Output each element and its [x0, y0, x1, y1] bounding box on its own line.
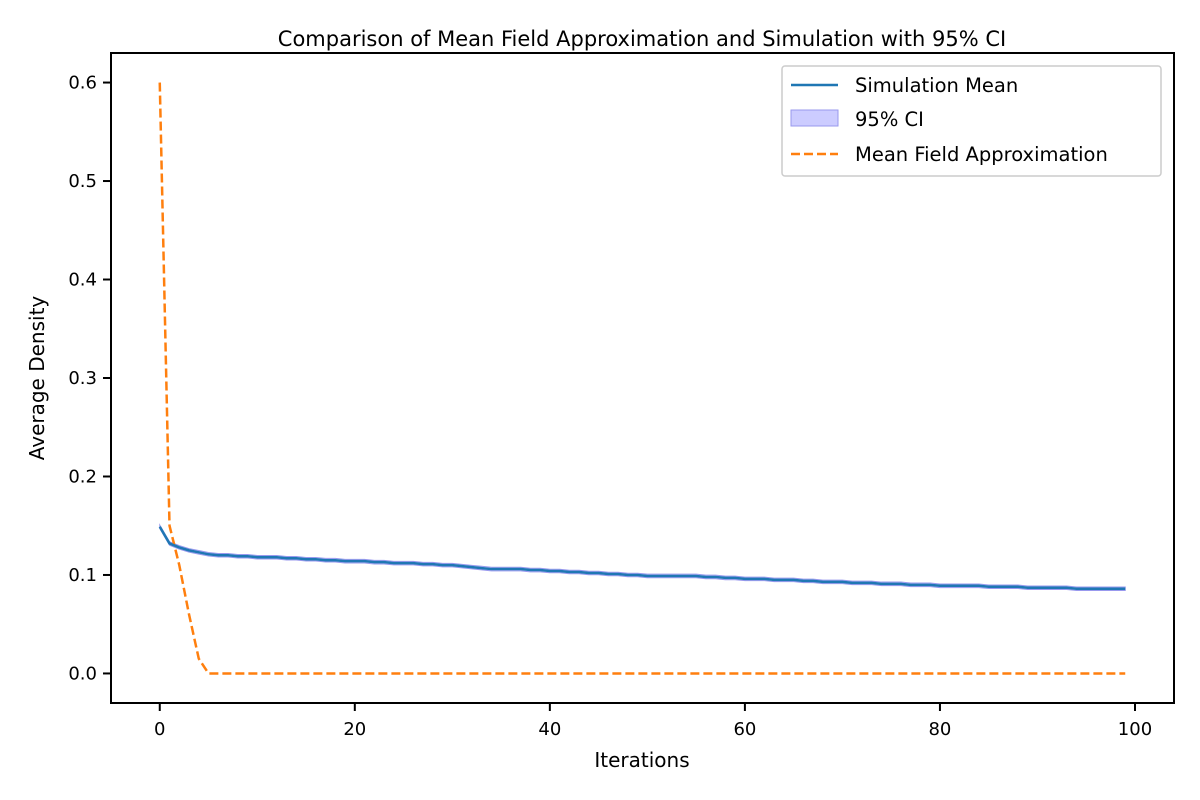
y-axis-ticks: 0.0 0.1 0.2 0.3 0.4 0.5 0.6 [68, 73, 111, 684]
legend-swatch-ci [790, 109, 839, 127]
legend-label-simulation-mean: Simulation Mean [855, 74, 1018, 97]
y-tick-label: 0.4 [68, 270, 97, 291]
y-tick-label: 0.0 [68, 663, 97, 684]
x-tick-label: 20 [343, 719, 366, 740]
y-tick-label: 0.5 [68, 171, 97, 192]
mean-field-line [158, 82, 1126, 675]
legend-label-ci: 95% CI [855, 108, 924, 131]
y-tick-label: 0.6 [68, 73, 97, 94]
y-tick-label: 0.3 [68, 368, 97, 389]
legend-label-mean-field: Mean Field Approximation [855, 143, 1108, 166]
x-tick-label: 0 [154, 719, 165, 740]
x-tick-label: 40 [538, 719, 561, 740]
y-tick-label: 0.1 [68, 565, 97, 586]
x-tick-label: 80 [928, 719, 951, 740]
chart-title: Comparison of Mean Field Approximation a… [278, 27, 1006, 51]
plot-area [158, 82, 1126, 675]
legend-box [781, 65, 1162, 177]
simulation-mean-line [158, 526, 1126, 591]
x-axis-ticks: 0 20 40 60 80 100 [154, 703, 1152, 740]
ci-band [159, 523, 1126, 592]
x-axis-title: Iterations [594, 748, 689, 772]
legend: Simulation Mean 95% CI Mean Field Approx… [781, 65, 1162, 177]
x-tick-label: 100 [1118, 719, 1152, 740]
y-axis-title: Average Density [25, 296, 49, 461]
x-tick-label: 60 [733, 719, 756, 740]
y-tick-label: 0.2 [68, 466, 97, 487]
